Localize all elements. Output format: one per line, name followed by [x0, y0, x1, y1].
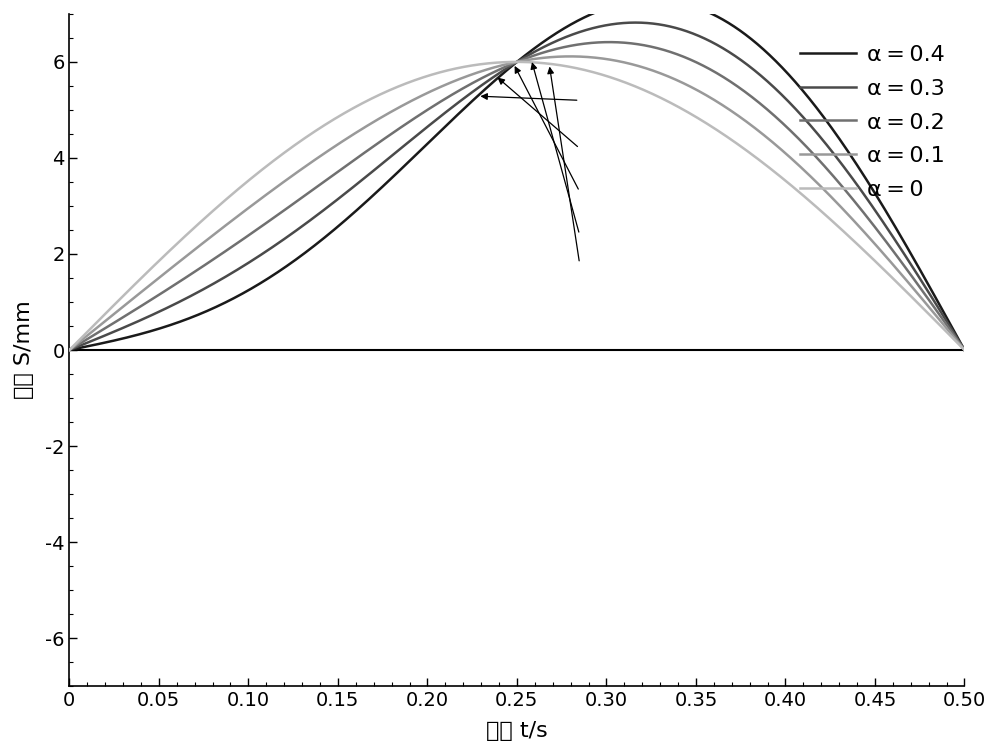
X-axis label: 时间 t/s: 时间 t/s [486, 721, 548, 741]
Y-axis label: 位移 S/mm: 位移 S/mm [14, 300, 34, 399]
Legend: α = 0.4, α = 0.3, α = 0.2, α = 0.1, α = 0: α = 0.4, α = 0.3, α = 0.2, α = 0.1, α = … [800, 45, 944, 199]
